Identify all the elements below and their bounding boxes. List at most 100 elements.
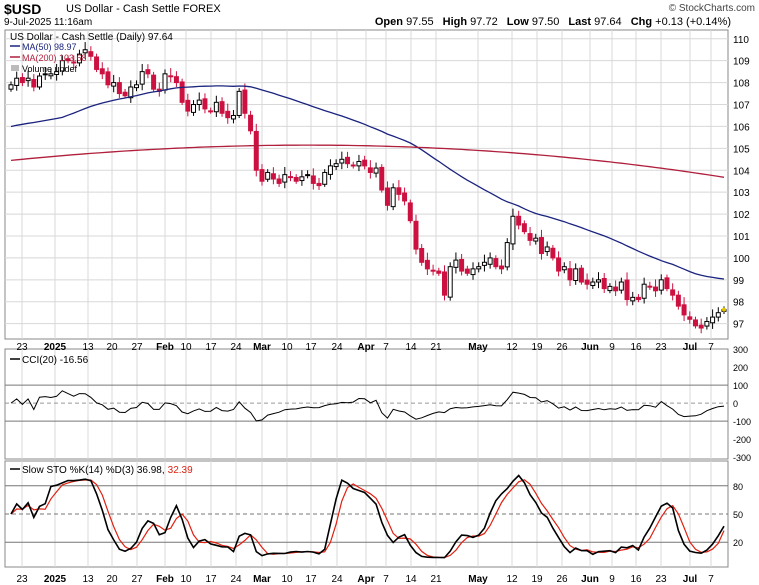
candle-body bbox=[162, 73, 168, 91]
x-tick-label: 23 bbox=[655, 342, 667, 353]
sto-tick-label: 80 bbox=[733, 482, 743, 492]
candle-body bbox=[42, 73, 48, 76]
candle-body bbox=[413, 220, 419, 250]
candle-body bbox=[687, 316, 693, 320]
quote-bar: Open 97.55 High 97.72 Low 97.50 Last 97.… bbox=[375, 16, 731, 28]
candle-body bbox=[379, 166, 385, 191]
sto-title: Slow STO %K(14) %D(3) 36.98, bbox=[22, 465, 165, 476]
x-tick-label: Jun bbox=[581, 574, 599, 585]
x-tick-label: Mar bbox=[253, 342, 271, 353]
candle-body bbox=[704, 320, 710, 327]
cci-tick-label: 200 bbox=[733, 363, 748, 373]
candle-body bbox=[248, 114, 254, 132]
candle-body bbox=[590, 281, 596, 287]
x-tick-label: 14 bbox=[405, 342, 417, 353]
x-tick-label: Jun bbox=[581, 342, 599, 353]
x-tick-label: 21 bbox=[430, 342, 442, 353]
candle-body bbox=[185, 99, 191, 112]
candle-body bbox=[14, 77, 20, 86]
candle-body bbox=[356, 160, 362, 167]
candle-body bbox=[293, 176, 299, 182]
x-tick-label: 23 bbox=[16, 574, 28, 585]
candle-body bbox=[402, 192, 408, 202]
sto-k-line bbox=[10, 474, 725, 559]
x-tick-label: Feb bbox=[156, 342, 174, 353]
brand-logo: © StockCharts.com bbox=[668, 3, 755, 14]
sto-tick-label: 20 bbox=[733, 538, 743, 548]
candle-body bbox=[499, 265, 505, 270]
candle-body bbox=[596, 279, 602, 283]
price-tick-label: 110 bbox=[733, 35, 749, 46]
chg-value: +0.13 (+0.14%) bbox=[655, 16, 731, 28]
candle-body bbox=[76, 53, 82, 64]
price-tick-label: 104 bbox=[733, 166, 750, 177]
candle-body bbox=[493, 258, 499, 268]
price-tick-label: 102 bbox=[733, 210, 750, 221]
x-tick-label: 7 bbox=[708, 574, 714, 585]
candle-body bbox=[99, 68, 105, 75]
candle-body bbox=[538, 237, 544, 255]
candle-body bbox=[653, 286, 659, 292]
candle-body bbox=[25, 77, 31, 82]
x-tick-label: Feb bbox=[156, 574, 174, 585]
candle-body bbox=[527, 233, 533, 241]
candle-body bbox=[407, 202, 413, 222]
x-tick-label: 10 bbox=[281, 574, 293, 585]
candle-body bbox=[533, 237, 539, 242]
candle-body bbox=[681, 304, 687, 316]
candle-body bbox=[287, 176, 293, 179]
last-label: Last bbox=[568, 16, 592, 28]
low-value: 97.50 bbox=[531, 16, 560, 28]
x-tick-label: 10 bbox=[281, 342, 293, 353]
candle-body bbox=[618, 281, 624, 291]
x-tick-label: 23 bbox=[655, 574, 667, 585]
cci-tick-label: -100 bbox=[733, 417, 751, 427]
x-tick-label: 24 bbox=[230, 574, 242, 585]
x-tick-label: 17 bbox=[305, 342, 317, 353]
cci-tick-label: 300 bbox=[733, 345, 748, 355]
candle-body bbox=[225, 110, 231, 119]
candle-body bbox=[65, 58, 71, 62]
candle-body bbox=[436, 270, 442, 274]
candle-body bbox=[658, 279, 664, 291]
x-tick-label: 7 bbox=[383, 574, 389, 585]
x-tick-label: 19 bbox=[531, 342, 543, 353]
candle-body bbox=[48, 73, 54, 77]
x-tick-label: 16 bbox=[630, 574, 642, 585]
candle-body bbox=[230, 114, 236, 120]
x-tick-label: 27 bbox=[131, 342, 143, 353]
candle-body bbox=[396, 187, 402, 195]
candle-body bbox=[259, 169, 265, 182]
timestamp: 9-Jul-2025 11:16am bbox=[4, 17, 93, 28]
x-tick-label: May bbox=[468, 342, 488, 353]
candle-body bbox=[299, 176, 305, 182]
high-value: 97.72 bbox=[470, 16, 498, 28]
candle-body bbox=[196, 99, 202, 106]
candle-body bbox=[213, 101, 219, 113]
candle-body bbox=[390, 187, 396, 208]
candle-body bbox=[384, 187, 390, 206]
candle-body bbox=[88, 51, 94, 57]
sto-d-value: 32.39 bbox=[168, 465, 193, 476]
x-tick-label: 19 bbox=[531, 574, 543, 585]
candle-body bbox=[635, 296, 641, 301]
volume-legend-swatch bbox=[11, 65, 19, 71]
ma50-line bbox=[10, 85, 725, 280]
candle-body bbox=[550, 247, 556, 259]
volume-legend-label: Volume undef bbox=[22, 64, 78, 74]
candle-body bbox=[219, 101, 225, 114]
price-tick-label: 103 bbox=[733, 188, 750, 199]
x-tick-label: 12 bbox=[506, 342, 518, 353]
price-tick-label: 107 bbox=[733, 101, 750, 112]
candle-body bbox=[692, 319, 698, 327]
candle-body bbox=[322, 171, 328, 185]
candle-body bbox=[607, 285, 613, 292]
candle-body bbox=[179, 81, 185, 103]
x-tick-label: 13 bbox=[82, 342, 94, 353]
candle-body bbox=[145, 69, 151, 75]
candle-body bbox=[350, 164, 356, 167]
x-tick-label: 13 bbox=[82, 574, 94, 585]
x-tick-label: 17 bbox=[205, 342, 217, 353]
candle-body bbox=[710, 316, 716, 324]
x-tick-label: Apr bbox=[357, 342, 374, 353]
